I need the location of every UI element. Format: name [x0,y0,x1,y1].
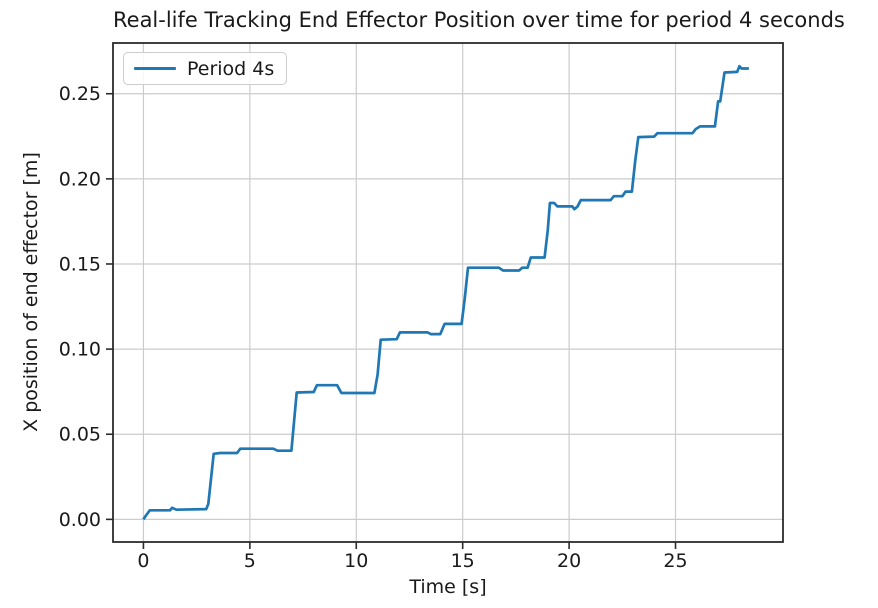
legend: Period 4s [123,52,288,85]
legend-label: Period 4s [187,57,275,80]
legend-line-swatch [134,67,176,70]
x-tick-label: 0 [137,550,149,572]
x-tick-label: 15 [451,550,475,572]
y-axis-label-text: X position of end effector [m] [20,152,42,432]
y-tick-label: 0.05 [59,424,101,446]
y-tick-label: 0.00 [59,509,101,531]
y-tick-label: 0.10 [59,339,101,361]
x-tick-label: 25 [663,550,687,572]
series-line-period-4s [142,64,749,521]
x-tick-label: 10 [344,550,368,572]
y-tick-label: 0.15 [59,253,101,275]
axes-border [112,42,784,543]
x-tick-label: 20 [557,550,581,572]
y-tick-label: 0.25 [59,83,101,105]
x-axis-label: Time [s] [409,576,487,598]
chart-title: Real-life Tracking End Effector Position… [113,8,845,32]
x-tick-label: 5 [244,550,256,572]
y-tick-label: 0.20 [59,168,101,190]
